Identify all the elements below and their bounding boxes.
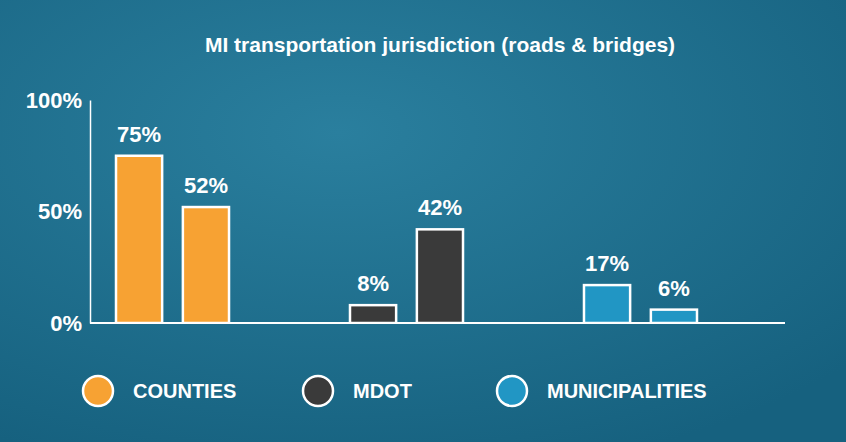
y-tick-label: 0%: [50, 311, 82, 336]
y-tick: 50%: [38, 199, 90, 224]
background: [0, 0, 846, 442]
legend-item: COUNTIES: [83, 376, 236, 406]
data-label: 42%: [418, 195, 462, 220]
y-tick-label: 50%: [38, 199, 82, 224]
data-label: 17%: [585, 251, 629, 276]
bar: [651, 310, 697, 323]
bar: [183, 207, 229, 323]
data-label: 6%: [658, 276, 690, 301]
bar: [584, 285, 630, 323]
data-label: 75%: [117, 122, 161, 147]
data-label: 52%: [184, 173, 228, 198]
bar: [350, 305, 396, 323]
bars: [116, 156, 697, 323]
legend-swatch: [497, 376, 527, 406]
title: MI transportation jurisdiction (roads & …: [205, 33, 675, 56]
legend-item: MUNICIPALITIES: [497, 376, 707, 406]
legend-swatch: [83, 376, 113, 406]
bar: [116, 156, 162, 323]
y-axis: 0% 50% 100%: [26, 88, 91, 336]
legend: COUNTIES MDOT MUNICIPALITIES: [83, 376, 707, 406]
legend-swatch: [303, 376, 333, 406]
y-axis-line: [90, 101, 92, 324]
data-labels: 75% 8% 17% 52% 42% 6%: [117, 122, 690, 301]
y-tick: 0%: [50, 311, 90, 336]
bar: [417, 229, 463, 323]
legend-item: MDOT: [303, 376, 412, 406]
y-tick-label: 100%: [26, 88, 82, 113]
x-axis-line: [90, 322, 785, 324]
chart: MI transportation jurisdiction (roads & …: [0, 0, 846, 442]
y-tick: 100%: [26, 88, 90, 113]
legend-label: MUNICIPALITIES: [547, 380, 707, 402]
data-label: 8%: [357, 271, 389, 296]
legend-label: COUNTIES: [133, 380, 236, 402]
legend-label: MDOT: [353, 380, 412, 402]
